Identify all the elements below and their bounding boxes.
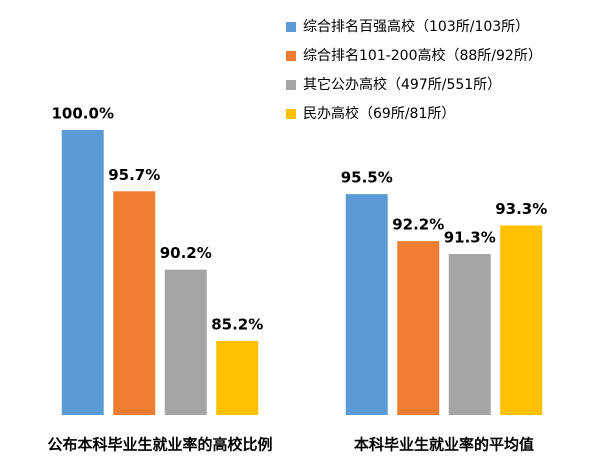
x-tick-label: 本科毕业生就业率的平均值 bbox=[354, 436, 534, 454]
bar bbox=[500, 225, 543, 415]
data-label: 91.3% bbox=[444, 228, 496, 246]
bar bbox=[216, 340, 259, 415]
data-label: 95.7% bbox=[108, 166, 160, 184]
legend-swatch bbox=[286, 80, 296, 90]
bar bbox=[448, 253, 491, 415]
bar bbox=[397, 241, 440, 415]
data-label: 100.0% bbox=[52, 105, 114, 123]
bar bbox=[113, 191, 156, 415]
bar bbox=[345, 194, 388, 415]
data-label: 95.5% bbox=[341, 169, 393, 187]
bar bbox=[61, 130, 104, 415]
legend-label: 民办高校（69所/81所） bbox=[303, 105, 455, 122]
legend-label: 其它公办高校（497所/551所） bbox=[303, 76, 501, 93]
legend-swatch bbox=[286, 22, 296, 32]
legend-swatch bbox=[286, 109, 296, 119]
legend-label: 综合排名101-200高校（88所/92所） bbox=[303, 47, 542, 64]
data-label: 93.3% bbox=[495, 200, 547, 218]
data-label: 92.2% bbox=[392, 216, 444, 234]
legend-label: 综合排名百强高校（103所/103所） bbox=[303, 18, 529, 35]
legend-swatch bbox=[286, 51, 296, 61]
x-tick-label: 公布本科毕业生就业率的高校比例 bbox=[47, 436, 272, 454]
data-label: 85.2% bbox=[211, 315, 263, 333]
data-label: 90.2% bbox=[160, 244, 212, 262]
bar bbox=[164, 269, 207, 415]
